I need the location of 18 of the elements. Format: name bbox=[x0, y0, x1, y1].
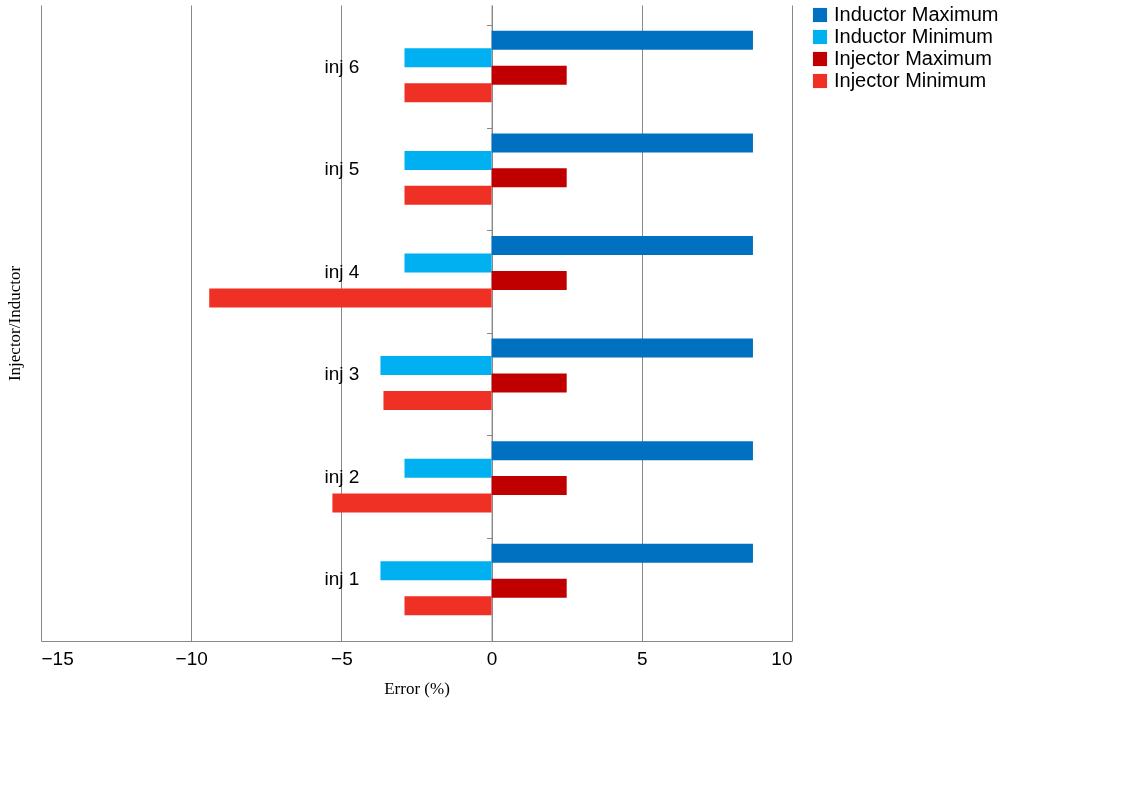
y-tick-label: inj 3 bbox=[324, 363, 360, 385]
x-axis-title: Error (%) bbox=[384, 678, 450, 698]
legend-label: Inductor Minimum bbox=[834, 25, 993, 47]
y-axis-title: Injector/Inductor bbox=[4, 265, 24, 382]
x-tick-label: 5 bbox=[637, 647, 648, 669]
y-tick-label: inj 6 bbox=[324, 55, 360, 77]
x-tick-label: −5 bbox=[331, 647, 353, 669]
y-tick-label: inj 4 bbox=[324, 260, 360, 282]
y-tick-label: inj 5 bbox=[324, 158, 360, 180]
legend-label: Injector Minimum bbox=[834, 69, 987, 91]
x-tick-label: 0 bbox=[486, 647, 498, 669]
x-tick-label: −15 bbox=[41, 647, 74, 669]
x-tick-label: −10 bbox=[175, 647, 208, 669]
y-tick-label: inj 1 bbox=[324, 568, 360, 590]
x-tick-label: 10 bbox=[771, 647, 793, 669]
legend-label: Inductor Maximum bbox=[834, 3, 999, 25]
legend-label: Injector Maximum bbox=[834, 47, 992, 69]
y-tick-label: inj 2 bbox=[324, 465, 360, 487]
